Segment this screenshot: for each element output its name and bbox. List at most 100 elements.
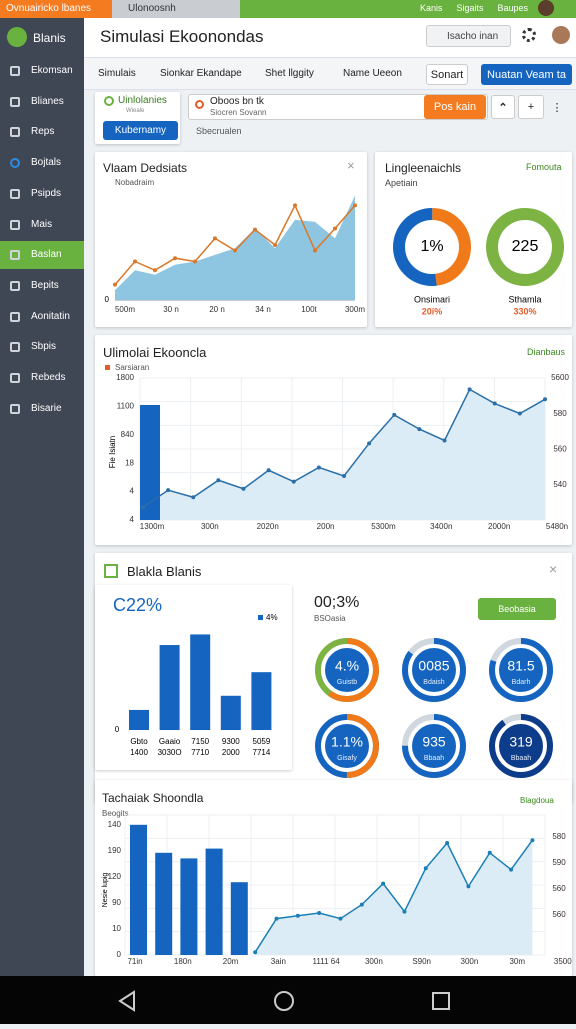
axis-label: 2020n <box>257 522 279 531</box>
point <box>295 913 300 918</box>
nav-item[interactable]: Rebeds <box>0 364 84 392</box>
status-link: Baupes <box>497 3 529 13</box>
nav-item[interactable]: Mais <box>0 211 84 239</box>
tool-button[interactable]: + <box>518 95 544 119</box>
point <box>193 259 197 264</box>
nav-item[interactable]: Sbpis <box>0 333 84 361</box>
nav-item[interactable]: Bojtals <box>0 149 84 177</box>
axis-label: 71in <box>127 957 142 966</box>
legend-swatch <box>258 615 263 620</box>
point <box>353 203 357 208</box>
tab[interactable]: Shet llggity <box>265 68 314 79</box>
nav-item[interactable]: Reps <box>0 118 84 146</box>
tab[interactable]: Sionkar Ekandape <box>160 68 242 79</box>
point <box>316 465 321 470</box>
y-title: Fie Isiatn <box>108 436 117 468</box>
nav-item[interactable]: Blianes <box>0 88 84 116</box>
axis-label: 300n <box>201 522 219 531</box>
axis-label: 30 n <box>163 305 179 314</box>
nav-icon <box>10 66 20 76</box>
bar <box>129 709 149 730</box>
nav-icon <box>10 403 20 414</box>
gauge-label: Bdaish <box>423 679 445 686</box>
x-tick-label: Gaaio <box>159 737 181 746</box>
y-label: 1800 <box>116 373 134 382</box>
axis-label: S90n <box>412 957 431 966</box>
status-button[interactable]: Kubernamy <box>103 121 178 140</box>
home[interactable] <box>274 991 294 1011</box>
axis-label: 300n <box>365 957 383 966</box>
area <box>143 389 545 520</box>
point <box>467 387 472 392</box>
card-link[interactable]: Fomouta <box>526 162 562 172</box>
close[interactable]: × <box>347 158 355 173</box>
browser-tab[interactable]: Ulonoosnh <box>112 0 240 18</box>
back[interactable] <box>118 990 135 1012</box>
recents[interactable] <box>432 992 450 1010</box>
y-label: 560 <box>552 910 566 919</box>
point <box>367 441 372 446</box>
close[interactable]: × <box>549 561 558 577</box>
gauge-value: 4.% <box>335 658 359 674</box>
y-label: 540 <box>553 480 567 489</box>
tab[interactable]: Name Ueeon <box>343 68 402 79</box>
gauge-face <box>323 722 371 770</box>
point <box>543 397 547 402</box>
donut-center: 225 <box>512 238 539 255</box>
nav-label: Baslan <box>31 249 62 261</box>
y-label: 580 <box>552 832 566 841</box>
point <box>113 282 117 287</box>
nav-item[interactable]: Bepits <box>0 272 84 300</box>
nav-icon <box>10 342 20 353</box>
x-tick-label: 7714 <box>253 748 271 757</box>
submit-button[interactable]: Pos kain <box>424 95 486 119</box>
y-label: 560 <box>553 444 567 453</box>
bar <box>190 634 211 730</box>
x-tick-label: 3030O <box>158 748 182 757</box>
point <box>133 259 137 264</box>
card-link[interactable]: Dianbaus <box>527 347 566 357</box>
gauge-grid: 4.% Guistb 0085 Bdaish 81.5 Bdarh 1.1% Gisafy 93… <box>315 638 553 778</box>
point <box>266 468 271 473</box>
settings-icon[interactable] <box>522 28 536 42</box>
card-link[interactable]: Blagdoua <box>520 796 554 805</box>
point <box>342 473 346 478</box>
gauge-label: Gisafy <box>337 755 357 762</box>
primary-button[interactable]: Nuatan Veam ta <box>481 64 572 85</box>
axis-label: 180n <box>174 957 192 966</box>
gauge-value: 1.1% <box>331 734 363 750</box>
status-sub: Wieale <box>126 108 145 114</box>
nav-item[interactable]: Aonitatin <box>0 303 84 331</box>
status-icon <box>104 96 114 106</box>
bar <box>220 695 241 730</box>
gauge-button[interactable]: Beobasia <box>478 598 556 620</box>
secondary-button[interactable]: Sonart <box>426 64 468 85</box>
y-tick-label: 0 <box>105 295 110 304</box>
point <box>445 841 450 845</box>
nav-icon <box>10 96 20 107</box>
nav-item[interactable]: Bisarie <box>0 395 84 423</box>
nav-icon <box>10 158 20 169</box>
user-avatar[interactable] <box>552 26 570 44</box>
gauge-face <box>323 646 371 694</box>
tab[interactable]: Simulais <box>98 68 136 79</box>
avatar[interactable] <box>538 0 554 16</box>
gauge-label: Bdarh <box>512 679 531 686</box>
app-tab[interactable]: Ovnuairicko lbanes <box>0 0 112 18</box>
card-subtitle: Apetiain <box>385 178 418 188</box>
nav-label: Aonitatin <box>31 310 70 322</box>
tool-button[interactable]: ⌃ <box>491 95 515 119</box>
axis-label: 300n <box>461 957 479 966</box>
nav-item[interactable]: Ekomsan <box>0 57 84 85</box>
donut-caption: 20i% <box>422 306 443 316</box>
gauge-face <box>410 722 458 770</box>
more-button[interactable]: ⋮ <box>551 101 563 114</box>
bar-chart: 4% 0 Gbto 1400 Gaaio 3030O 7150 7710 9300 2000 505… <box>115 613 278 757</box>
donut-label: Sthamla <box>508 294 541 304</box>
y-title: Nesie lupig <box>102 873 109 908</box>
point <box>392 412 397 417</box>
search[interactable]: Isacho inan <box>426 25 511 47</box>
nav-item[interactable]: Psipds <box>0 180 84 208</box>
nav-item[interactable]: Baslan <box>0 241 84 270</box>
line <box>254 839 534 953</box>
